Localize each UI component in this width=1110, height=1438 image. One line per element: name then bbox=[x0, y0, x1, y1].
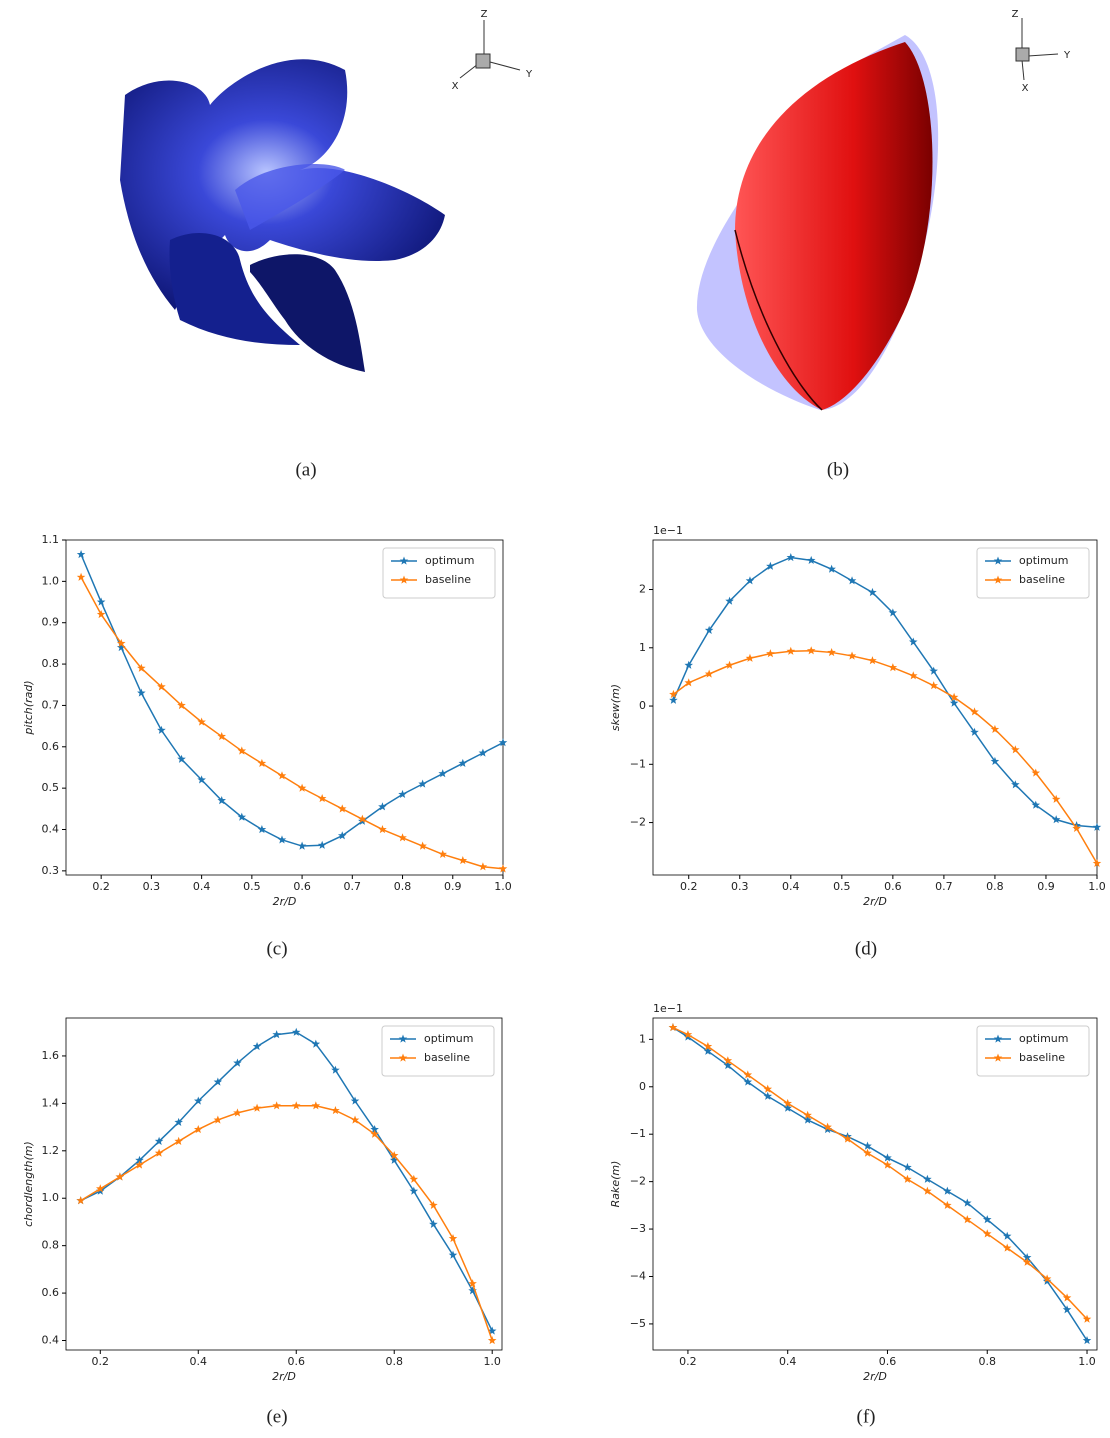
x-axis-label: 2r/D bbox=[273, 895, 297, 908]
y-tick-label: 1.0 bbox=[42, 1191, 60, 1204]
y-tick-label: 0.7 bbox=[42, 698, 60, 711]
blade bbox=[250, 254, 365, 372]
legend-label: baseline bbox=[1019, 1051, 1065, 1064]
y-tick-label: 1.2 bbox=[42, 1144, 60, 1157]
y-tick-label: −4 bbox=[630, 1269, 646, 1282]
legend-label: baseline bbox=[1019, 573, 1065, 586]
x-axis-label: 2r/D bbox=[863, 1370, 887, 1383]
y-axis-label: skew(m) bbox=[609, 684, 622, 731]
caption: (b) bbox=[827, 459, 849, 480]
legend-label: baseline bbox=[425, 573, 471, 586]
legend-label: optimum bbox=[425, 554, 474, 567]
y-tick-label: 1.6 bbox=[42, 1049, 60, 1062]
y-tick-label: 1 bbox=[639, 641, 646, 654]
y-tick-label: 0.4 bbox=[42, 1334, 60, 1347]
legend-label: optimum bbox=[1019, 1032, 1068, 1045]
x-tick-label: 0.8 bbox=[986, 880, 1004, 893]
x-tick-label: 0.5 bbox=[243, 880, 261, 893]
y-tick-label: 0.6 bbox=[42, 740, 60, 753]
axis-label: Y bbox=[525, 69, 533, 80]
x-tick-label: 0.6 bbox=[287, 1355, 305, 1368]
y-tick-label: −1 bbox=[630, 757, 646, 770]
caption: (d) bbox=[855, 938, 877, 959]
x-tick-label: 1.0 bbox=[483, 1355, 501, 1368]
y-axis-label: chordlength(m) bbox=[22, 1141, 35, 1227]
x-tick-label: 0.9 bbox=[444, 880, 462, 893]
offset-label: 1e−1 bbox=[653, 1002, 683, 1015]
y-tick-label: 1.0 bbox=[42, 574, 60, 587]
propeller-render bbox=[120, 59, 445, 372]
x-tick-label: 1.0 bbox=[1088, 880, 1106, 893]
legend-label: optimum bbox=[1019, 554, 1068, 567]
x-axis-label: 2r/D bbox=[863, 895, 887, 908]
y-tick-label: 0 bbox=[639, 699, 646, 712]
y-tick-label: 0.5 bbox=[42, 781, 60, 794]
x-tick-label: 0.6 bbox=[879, 1355, 897, 1368]
x-tick-label: 0.4 bbox=[782, 880, 800, 893]
x-tick-label: 0.9 bbox=[1037, 880, 1055, 893]
blade-render bbox=[697, 35, 938, 410]
x-tick-label: 0.4 bbox=[190, 1355, 208, 1368]
x-axis-label: 2r/D bbox=[272, 1370, 296, 1383]
y-tick-label: 2 bbox=[639, 583, 646, 596]
y-tick-label: 0.8 bbox=[42, 657, 60, 670]
x-tick-label: 0.8 bbox=[978, 1355, 996, 1368]
x-tick-label: 0.6 bbox=[293, 880, 311, 893]
y-tick-label: −5 bbox=[630, 1317, 646, 1330]
y-tick-label: −2 bbox=[630, 816, 646, 829]
x-tick-label: 0.6 bbox=[884, 880, 902, 893]
y-tick-label: 1 bbox=[639, 1032, 646, 1045]
caption: (a) bbox=[295, 459, 316, 480]
axis-label: Z bbox=[1012, 9, 1019, 20]
x-tick-label: 0.3 bbox=[731, 880, 749, 893]
x-tick-label: 0.4 bbox=[779, 1355, 797, 1368]
x-tick-label: 0.8 bbox=[394, 880, 412, 893]
axis-triad bbox=[1016, 18, 1058, 80]
y-tick-label: 0.6 bbox=[42, 1286, 60, 1299]
x-tick-label: 0.7 bbox=[935, 880, 953, 893]
x-tick-label: 0.5 bbox=[833, 880, 851, 893]
axis-label: X bbox=[452, 81, 459, 92]
caption: (f) bbox=[857, 1406, 876, 1427]
x-tick-label: 1.0 bbox=[1078, 1355, 1096, 1368]
y-tick-label: 0.8 bbox=[42, 1239, 60, 1252]
x-tick-label: 0.2 bbox=[679, 1355, 697, 1368]
y-tick-label: −3 bbox=[630, 1222, 646, 1235]
x-tick-label: 0.2 bbox=[680, 880, 698, 893]
y-tick-label: 0 bbox=[639, 1080, 646, 1093]
y-tick-label: 1.1 bbox=[42, 533, 60, 546]
y-tick-label: 0.4 bbox=[42, 823, 60, 836]
offset-label: 1e−1 bbox=[653, 524, 683, 537]
y-tick-label: 0.3 bbox=[42, 864, 60, 877]
y-tick-label: −1 bbox=[630, 1127, 646, 1140]
y-axis-label: pitch(rad) bbox=[22, 680, 35, 735]
legend-label: baseline bbox=[424, 1051, 470, 1064]
y-tick-label: 1.4 bbox=[42, 1096, 60, 1109]
caption: (c) bbox=[266, 938, 287, 959]
y-axis-label: Rake(m) bbox=[609, 1161, 622, 1208]
x-tick-label: 0.7 bbox=[344, 880, 362, 893]
y-tick-label: −2 bbox=[630, 1175, 646, 1188]
x-tick-label: 0.3 bbox=[143, 880, 161, 893]
axis-label: Z bbox=[481, 9, 488, 20]
x-tick-label: 0.4 bbox=[193, 880, 211, 893]
axis-label: X bbox=[1022, 83, 1029, 94]
x-tick-label: 1.0 bbox=[494, 880, 512, 893]
x-tick-label: 0.2 bbox=[92, 1355, 110, 1368]
figure: Z X Y (a) Z Y X (b) 0.2 0.3 0.4 0.5 0.6 0.7 0.… bbox=[0, 0, 1110, 1438]
x-tick-label: 0.8 bbox=[385, 1355, 403, 1368]
axis-label: Y bbox=[1063, 50, 1071, 61]
legend-label: optimum bbox=[424, 1032, 473, 1045]
x-tick-label: 0.2 bbox=[92, 880, 110, 893]
caption: (e) bbox=[266, 1406, 287, 1427]
axis-triad bbox=[460, 20, 520, 78]
y-tick-label: 0.9 bbox=[42, 616, 60, 629]
